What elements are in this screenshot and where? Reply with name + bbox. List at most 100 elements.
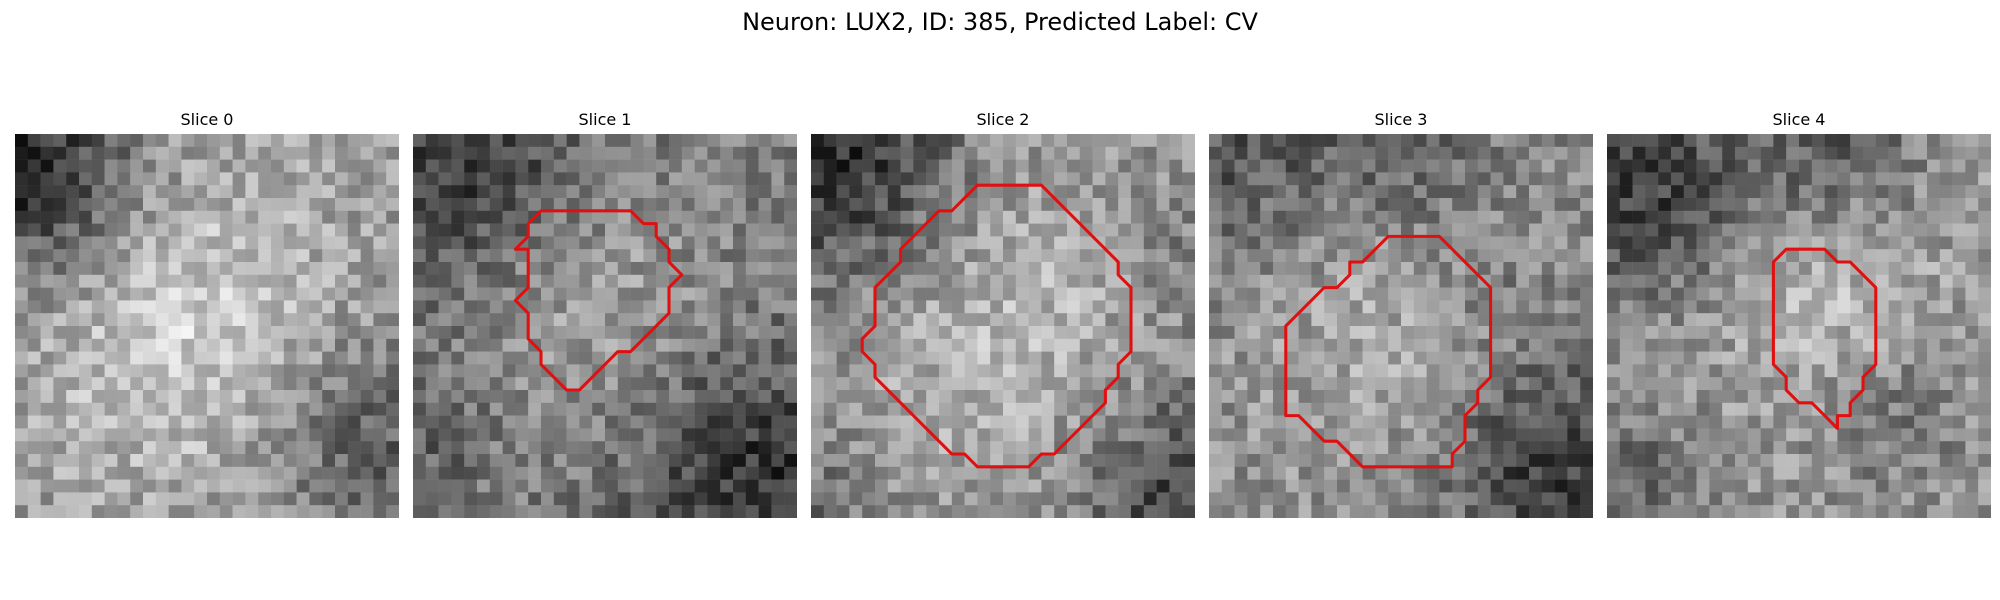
pixel (438, 441, 452, 455)
pixel (1580, 249, 1593, 263)
pixel (1914, 223, 1928, 237)
pixel (669, 505, 683, 518)
pixel (1401, 428, 1415, 442)
pixel (104, 479, 118, 493)
pixel (386, 274, 399, 288)
pixel (1696, 377, 1710, 391)
pixel (1156, 159, 1170, 173)
pixel (592, 159, 606, 173)
pixel (1003, 300, 1017, 314)
pixel (1658, 134, 1672, 148)
pixel (951, 300, 965, 314)
pixel (964, 236, 978, 250)
pixel (1067, 274, 1081, 288)
pixel (1092, 313, 1106, 327)
pixel (887, 146, 901, 160)
pixel (296, 185, 310, 199)
pixel (541, 428, 555, 442)
pixel (1054, 313, 1068, 327)
pixel (1875, 428, 1889, 442)
pixel (232, 185, 246, 199)
pixel (66, 428, 80, 442)
pixel (964, 300, 978, 314)
pixel (130, 172, 144, 186)
pixel (811, 505, 825, 518)
pixel (413, 454, 427, 468)
pixel (1413, 134, 1427, 148)
pixel (1298, 428, 1312, 442)
pixel (1209, 466, 1223, 480)
pixel (1503, 172, 1517, 186)
pixel (40, 390, 54, 404)
pixel (1156, 274, 1170, 288)
pixel (1837, 210, 1851, 224)
pixel (1439, 351, 1453, 365)
pixel (515, 210, 529, 224)
pixel (900, 249, 914, 263)
pixel (79, 262, 93, 276)
pixel (386, 492, 399, 506)
pixel (194, 338, 208, 352)
pixel (347, 402, 361, 416)
pixel (1028, 146, 1042, 160)
pixel (1760, 505, 1774, 518)
pixel (271, 249, 285, 263)
pixel (771, 326, 785, 340)
pixel (823, 505, 837, 518)
pixel (887, 454, 901, 468)
pixel (181, 185, 195, 199)
pixel (528, 377, 542, 391)
pixel (1324, 172, 1338, 186)
pixel (926, 390, 940, 404)
pixel (1927, 479, 1941, 493)
pixel (1760, 390, 1774, 404)
pixel (605, 236, 619, 250)
pixel (1169, 236, 1183, 250)
pixel (1837, 364, 1851, 378)
pixel (745, 146, 759, 160)
pixel (1028, 198, 1042, 212)
pixel (1182, 492, 1195, 506)
pixel (875, 479, 889, 493)
pixel (1209, 390, 1223, 404)
pixel (296, 210, 310, 224)
pixel (1143, 236, 1157, 250)
pixel (1696, 262, 1710, 276)
pixel (1169, 326, 1183, 340)
pixel (1337, 249, 1351, 263)
pixel (887, 402, 901, 416)
pixel (694, 351, 708, 365)
pixel (1619, 428, 1633, 442)
pixel (964, 415, 978, 429)
pixel (1567, 390, 1581, 404)
pixel (1413, 210, 1427, 224)
pixel (425, 287, 439, 301)
pixel (541, 338, 555, 352)
pixel (1234, 492, 1248, 506)
pixel (283, 313, 297, 327)
pixel (1978, 454, 1991, 468)
pixel (1645, 505, 1659, 518)
pixel (1439, 505, 1453, 518)
pixel (130, 262, 144, 276)
pixel (347, 287, 361, 301)
pixel (1388, 377, 1402, 391)
pixel (335, 390, 349, 404)
pixel (438, 326, 452, 340)
pixel (27, 351, 41, 365)
pixel (1131, 223, 1145, 237)
pixel (758, 313, 772, 327)
pixel (413, 441, 427, 455)
pixel (1079, 338, 1093, 352)
pixel (1131, 313, 1145, 327)
pixel (875, 390, 889, 404)
pixel (1028, 492, 1042, 506)
pixel (1952, 479, 1966, 493)
pixel (143, 172, 157, 186)
pixel (1875, 402, 1889, 416)
pixel (1234, 364, 1248, 378)
pixel (296, 428, 310, 442)
pixel (913, 198, 927, 212)
pixel (413, 390, 427, 404)
pixel (1811, 454, 1825, 468)
